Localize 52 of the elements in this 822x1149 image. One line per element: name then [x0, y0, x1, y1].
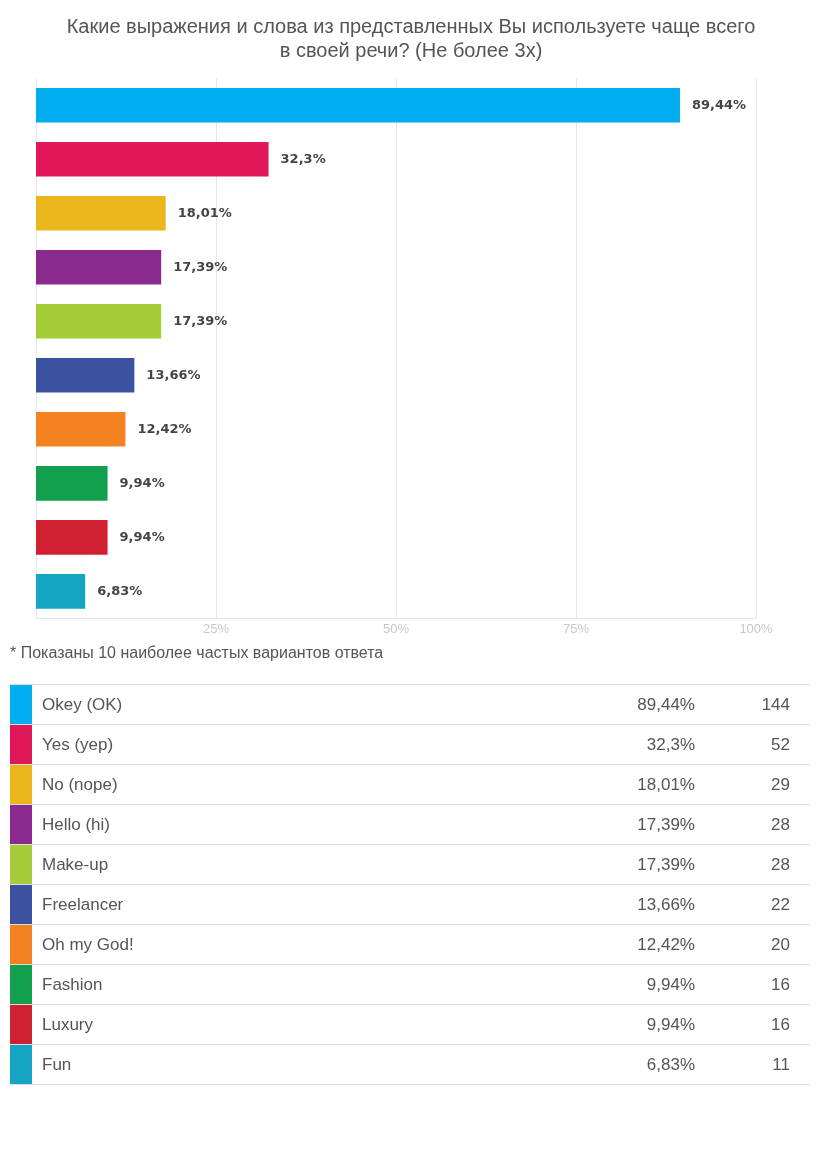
- bar: [36, 574, 86, 609]
- text: 89,44%: [637, 694, 695, 714]
- data-label: 13,66%: [146, 366, 201, 382]
- text: * Показаны 10 наиболее частых вариантов ответа: [10, 644, 385, 663]
- bar: [36, 304, 162, 339]
- chart-title: Какие выражения и слова из представленных Вы используете чаще всего в своей речи? (Не более 3х): [65, 14, 757, 62]
- data-label: 6,83%: [97, 582, 143, 598]
- text: 12,42%: [637, 934, 695, 954]
- text: 13,66%: [637, 894, 695, 914]
- text: 32,3%: [646, 734, 695, 754]
- category-label: Fun: [32, 1044, 555, 1085]
- category-label: Luxury: [32, 1004, 555, 1045]
- text: 9,94%: [646, 974, 695, 994]
- text: 6,83%: [646, 1054, 695, 1074]
- text: 17,39%: [637, 854, 695, 874]
- data-label: 20: [695, 924, 810, 965]
- text: 17,39%: [637, 814, 695, 834]
- bar: [36, 87, 680, 123]
- category-label: No (nope): [32, 764, 555, 805]
- bar: [36, 466, 108, 501]
- data-label: 18,01%: [177, 204, 232, 220]
- data-label: 29: [695, 764, 810, 805]
- category-label: Fashion: [32, 964, 555, 1005]
- data-label: 17,39%: [173, 312, 228, 328]
- bar: [36, 520, 108, 555]
- bar: [36, 358, 135, 393]
- data-label: 16: [695, 1004, 810, 1045]
- data-label: 9,94%: [119, 528, 165, 544]
- data-label: 9,94%: [119, 474, 165, 490]
- category-label: Okey (OK): [32, 684, 555, 725]
- category-label: Oh my God!: [32, 924, 555, 965]
- data-label: 12,42%: [137, 420, 192, 436]
- data-label: 28: [695, 844, 810, 885]
- bar: [36, 141, 269, 177]
- data-label: 28: [695, 804, 810, 845]
- data-label: 89,44%: [691, 96, 747, 112]
- data-label: 144: [695, 684, 810, 725]
- text: 18,01%: [637, 774, 695, 794]
- data-label: 17,39%: [173, 258, 228, 274]
- data-label: 22: [695, 884, 810, 925]
- bar: [36, 195, 166, 231]
- data-label: 52: [695, 724, 810, 765]
- category-label: Hello (hi): [32, 804, 555, 845]
- bar: [36, 249, 162, 285]
- category-label: Make-up: [32, 844, 555, 885]
- category-label: Yes (yep): [32, 724, 555, 765]
- category-label: Freelancer: [32, 884, 555, 925]
- data-label: 32,3%: [280, 150, 326, 166]
- text: 9,94%: [646, 1014, 695, 1034]
- data-label: 11: [695, 1044, 810, 1085]
- bar: [36, 412, 126, 447]
- data-label: 16: [695, 964, 810, 1005]
